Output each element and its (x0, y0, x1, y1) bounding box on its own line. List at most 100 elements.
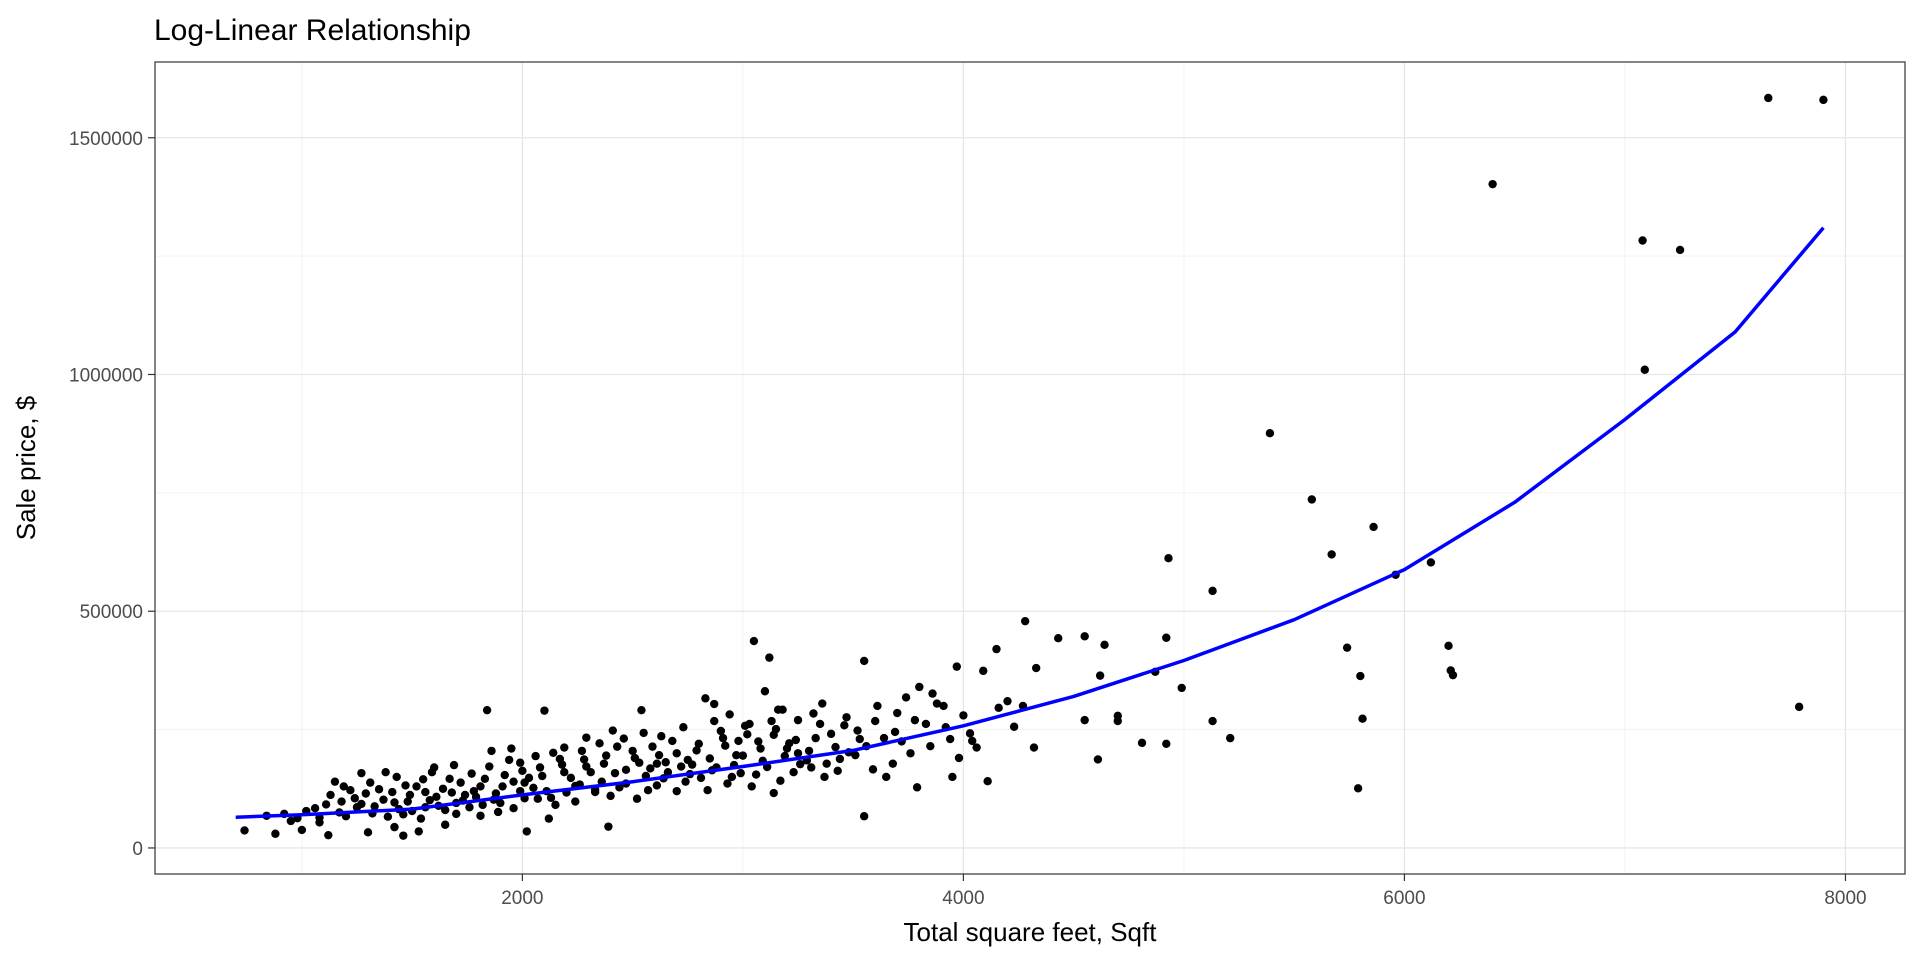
data-point (1162, 633, 1171, 642)
data-point (1369, 522, 1378, 532)
data-point (1444, 641, 1453, 650)
data-point (366, 778, 375, 787)
data-point (890, 727, 900, 737)
data-point (531, 751, 540, 761)
fit-line (235, 226, 1825, 819)
ticks (148, 137, 1847, 881)
data-point (672, 749, 681, 758)
data-point (954, 753, 964, 763)
data-point (619, 734, 629, 743)
x-tick-label: 2000 (501, 888, 543, 909)
data-point (835, 754, 845, 764)
data-point (310, 803, 320, 813)
data-point (465, 803, 474, 812)
data-point (390, 798, 399, 807)
x-tick-labels: 2000 4000 6000 8000 (501, 888, 1866, 909)
data-point (804, 746, 814, 756)
data-point (773, 705, 783, 714)
data-point (1162, 739, 1171, 748)
data-point (723, 779, 732, 788)
data-point (751, 770, 761, 779)
data-point (1265, 429, 1275, 438)
data-point (560, 743, 569, 752)
data-point (910, 715, 920, 725)
data-point (915, 682, 924, 692)
data-point (549, 748, 558, 757)
data-point (738, 751, 748, 760)
x-axis-title: Total square feet, Sqft (904, 917, 1158, 947)
data-point (456, 778, 465, 787)
data-point (432, 792, 441, 802)
data-point (379, 795, 388, 804)
data-point (440, 805, 450, 815)
data-point (716, 726, 726, 736)
data-point (566, 773, 576, 783)
data-point (1080, 632, 1089, 641)
data-point (546, 793, 556, 802)
data-point (630, 753, 640, 763)
data-point (1426, 558, 1436, 567)
data-point (586, 768, 595, 777)
data-point (868, 765, 878, 774)
data-point (507, 744, 516, 753)
data-point (668, 736, 677, 746)
data-point (467, 769, 476, 778)
data-point (383, 812, 393, 821)
data-point (789, 768, 798, 777)
data-point (610, 768, 620, 778)
data-point (361, 789, 371, 798)
data-point (736, 768, 745, 778)
data-point (628, 746, 637, 756)
data-point (718, 733, 728, 743)
data-point (392, 772, 401, 782)
data-point (882, 772, 891, 782)
data-point (416, 814, 426, 823)
grid (155, 62, 1905, 874)
data-point (928, 689, 937, 698)
data-point (500, 770, 509, 780)
data-point (524, 773, 534, 783)
data-point (478, 800, 487, 810)
fit-line-layer (235, 226, 1825, 819)
chart-title: Log-Linear Relationship (154, 14, 471, 47)
data-point (608, 726, 617, 735)
data-point (1446, 666, 1455, 675)
data-point (873, 701, 882, 711)
data-point (540, 706, 549, 715)
data-point (782, 744, 792, 753)
data-point (482, 705, 492, 715)
data-point (1113, 716, 1122, 726)
data-point (1177, 683, 1186, 693)
data-point (926, 741, 935, 751)
data-point (815, 719, 825, 729)
data-point (652, 781, 662, 790)
data-point (509, 803, 518, 813)
data-point (780, 751, 789, 761)
data-point (357, 768, 366, 778)
data-point (906, 749, 915, 758)
data-point (321, 800, 331, 809)
data-point (994, 703, 1003, 713)
data-point (405, 790, 415, 800)
data-point (1164, 553, 1173, 563)
data-point (948, 772, 957, 782)
data-point (1342, 643, 1352, 652)
data-point (1208, 586, 1217, 596)
data-point (696, 773, 706, 783)
data-point (826, 729, 836, 739)
data-point (1093, 755, 1103, 764)
data-point (485, 762, 494, 771)
data-point (632, 794, 642, 803)
data-point (701, 694, 710, 703)
data-point (831, 742, 840, 752)
data-point (771, 724, 781, 734)
data-point (476, 811, 485, 820)
data-point (765, 653, 774, 662)
data-point (1640, 365, 1649, 374)
data-point (888, 759, 898, 768)
data-point (518, 766, 527, 775)
data-point (418, 775, 428, 784)
data-point (676, 762, 686, 771)
data-point (657, 732, 666, 741)
data-point (449, 760, 459, 770)
